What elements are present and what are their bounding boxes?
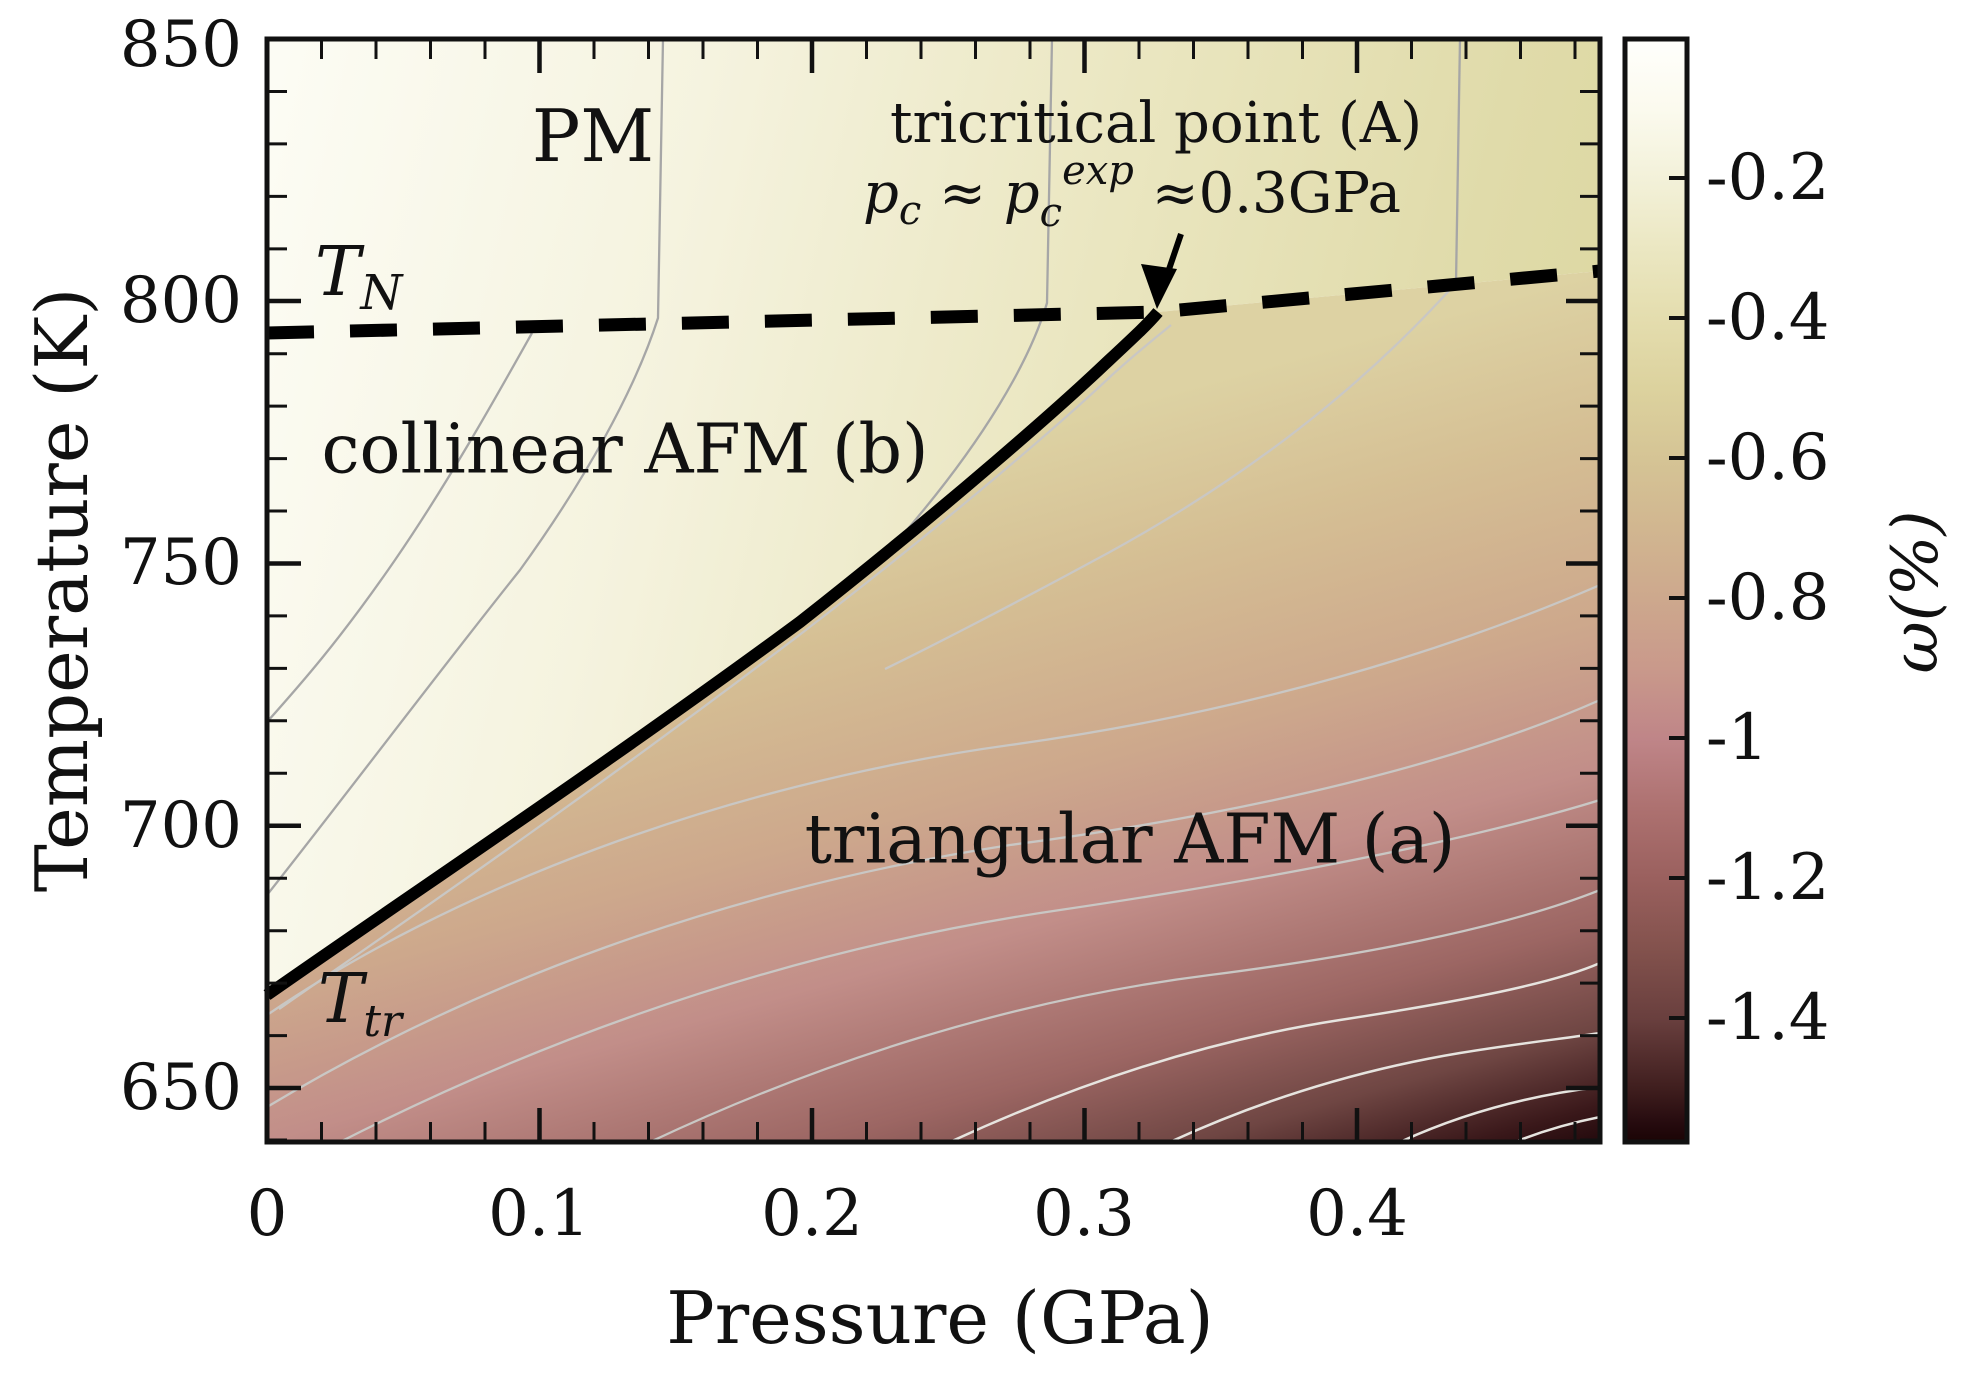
contour-line	[267, 583, 1600, 1016]
pc-approx: ≈	[921, 161, 1004, 226]
y-axis-label: Temperature (K)	[20, 288, 104, 893]
tricritical-arrow	[1141, 233, 1184, 309]
contour-line	[1169, 1031, 1600, 1142]
cb-tick-label: -1.2	[1706, 841, 1829, 915]
ttr-symbol: T	[318, 960, 368, 1039]
pc-exp-sup: exp	[1062, 148, 1134, 194]
x-tick-label: 0.3	[1033, 1177, 1135, 1251]
colorbar-ticks	[1669, 176, 1687, 1020]
pc-exp-symbol: p	[1004, 161, 1040, 226]
cb-tick-label: -1	[1706, 701, 1768, 775]
y-tick-label: 650	[120, 1051, 242, 1125]
phase-label-pm: PM	[532, 94, 654, 178]
x-tick-label: 0.4	[1306, 1177, 1408, 1251]
colorbar-gradient	[1625, 39, 1687, 1142]
y-tick-label: 700	[120, 789, 242, 863]
ttr-label: Ttr	[318, 960, 405, 1047]
cb-tick-label: -0.8	[1706, 561, 1829, 635]
x-tick-label: 0	[247, 1177, 288, 1251]
pc-exp-sub: c	[1040, 190, 1062, 236]
pc-value: ≈0.3GPa	[1134, 161, 1401, 226]
major-ticks	[264, 36, 1600, 1142]
y-tick-label: 800	[120, 264, 242, 338]
contour-line	[278, 324, 1172, 1010]
x-axis-label: Pressure (GPa)	[666, 1276, 1214, 1360]
tn-label: TN	[315, 233, 404, 321]
y-tick-label: 850	[120, 8, 242, 82]
x-tick-labels: 0 0.1 0.2 0.3 0.4	[247, 1177, 1408, 1251]
contour-lines-lower	[267, 282, 1600, 1142]
pc-symbol: p	[863, 161, 899, 226]
colorbar-box	[1622, 36, 1690, 1145]
y-tick-label: 750	[120, 526, 242, 600]
tn-second-order-dashed-line	[266, 264, 1601, 340]
contour-field	[267, 39, 1600, 1142]
minor-ticks	[267, 39, 1600, 1142]
tricritical-annotation-line2: pc ≈ pcexp ≈0.3GPa	[863, 148, 1401, 236]
phase-label-triangular: triangular AFM (a)	[805, 801, 1456, 880]
contour-line	[267, 332, 534, 723]
cb-tick-label: -0.4	[1706, 281, 1829, 355]
contour-line	[1514, 1115, 1600, 1142]
plot-box	[264, 36, 1603, 1145]
contour-line	[267, 698, 1600, 1108]
x-tick-label: 0.1	[488, 1177, 590, 1251]
contour-line	[267, 39, 665, 896]
pc-sub: c	[899, 188, 921, 234]
y-tick-labels: 850 800 750 700 650	[120, 8, 242, 1125]
first-order-boundary-line	[263, 308, 1163, 1000]
region-triangular-fill	[267, 271, 1600, 1142]
contour-line	[949, 961, 1600, 1142]
contour-line	[1454, 39, 1462, 284]
tricritical-annotation-line1: tricritical point (A)	[890, 91, 1422, 156]
region-pm-collinear-fill	[267, 39, 1600, 995]
tn-subscript: N	[359, 265, 404, 321]
cb-tick-label: -1.4	[1706, 981, 1829, 1055]
x-tick-label: 0.2	[761, 1177, 863, 1251]
contour-line	[339, 798, 1600, 1142]
colorbar-axis-label: ω(%)	[1879, 511, 1953, 674]
phase-label-collinear: collinear AFM (b)	[321, 411, 928, 490]
cb-tick-label: -0.2	[1706, 141, 1829, 215]
cb-tick-label: -0.6	[1706, 421, 1829, 495]
colorbar-tick-labels: -0.2 -0.4 -0.6 -0.8 -1 -1.2 -1.4	[1706, 141, 1829, 1055]
tn-symbol: T	[315, 233, 365, 312]
contour-line	[884, 282, 1457, 671]
ttr-subscript: tr	[363, 996, 405, 1047]
colorbar	[1622, 36, 1690, 1145]
contour-line	[649, 888, 1600, 1142]
arrow-head-icon	[1141, 264, 1177, 309]
